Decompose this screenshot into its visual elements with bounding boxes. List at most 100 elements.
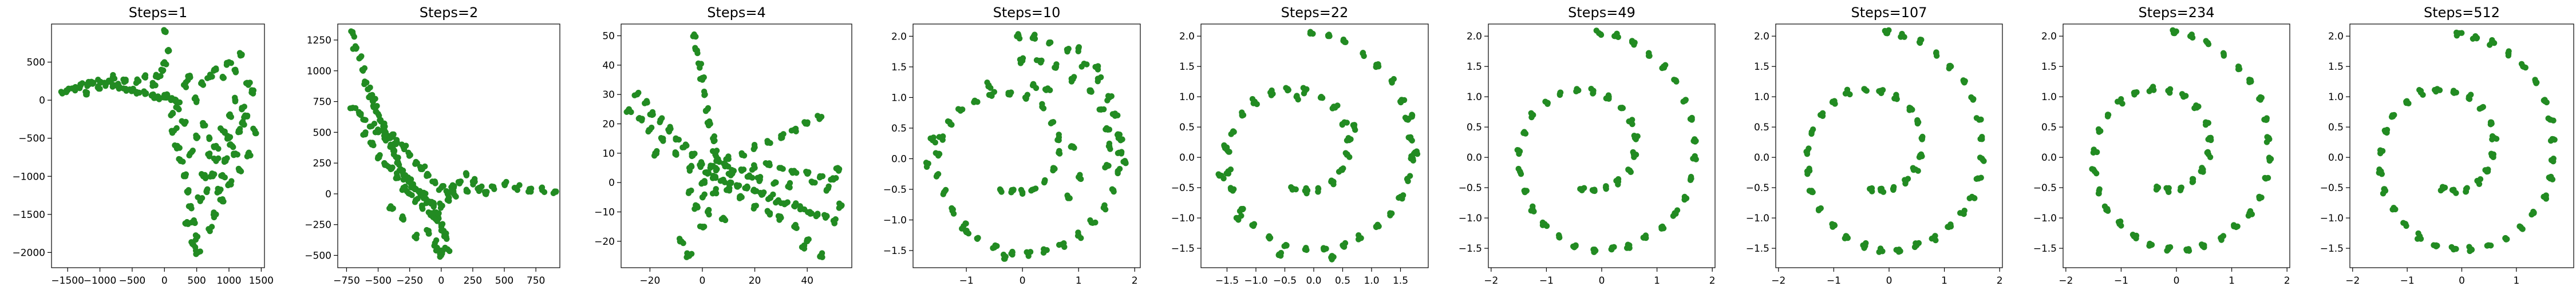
data-point [2388,114,2395,120]
data-point [1973,115,1980,121]
data-point [1577,186,1583,192]
data-point [1056,148,1062,154]
data-point [77,81,84,88]
data-point [349,29,356,35]
data-point [623,109,630,115]
data-point [445,189,452,196]
data-point [718,216,725,223]
data-point [749,166,756,173]
data-point [1315,185,1321,192]
data-point [792,202,799,209]
data-point [817,173,823,180]
data-point [1301,90,1307,97]
data-point [1409,137,1415,144]
data-point [371,121,378,127]
data-point [648,124,655,131]
data-point [204,186,211,193]
x-tick-label: −1 [1539,275,1554,286]
x-tick-label: 1 [1941,275,1947,286]
data-point [2380,190,2387,197]
data-point [1226,149,1232,155]
panel-title: Steps=512 [2424,5,2500,21]
data-point [1641,235,1647,241]
data-point [1933,50,1939,57]
data-point [729,170,736,177]
y-tick-label: 1.5 [891,62,907,73]
data-point [1330,254,1337,260]
data-point [1283,243,1290,249]
data-point [1844,86,1851,93]
data-point [231,150,237,157]
data-point [1032,35,1038,42]
data-point [189,148,196,154]
data-point [381,133,388,139]
data-point [1847,91,1853,98]
data-point [228,114,235,120]
data-point [1543,223,1550,229]
data-point [777,213,784,220]
data-point [677,239,683,245]
data-point [1556,234,1562,240]
scatter-panel: Steps=2 −750 −500 −250 0 250 500 750 −500 −250 0 25… [305,5,560,286]
data-point [2463,188,2470,195]
data-point [702,91,708,98]
data-point [120,85,127,92]
data-point [417,164,424,170]
y-tick-label: −1.5 [2033,243,2057,255]
x-tick-label: 1 [1076,275,1082,286]
data-point [737,193,744,199]
y-tick-label: −0.5 [2320,182,2344,194]
data-point [438,227,445,234]
data-point [95,77,101,83]
x-tick-label: −1 [959,275,974,286]
data-point [1389,80,1395,86]
data-point [1038,57,1045,64]
data-point [1661,65,1668,71]
data-point [477,185,483,192]
data-point [1588,85,1594,92]
data-point [1832,101,1838,107]
data-point [836,166,843,172]
data-point [2543,196,2550,202]
data-point [679,144,686,151]
axes-frame [51,23,265,268]
y-tick-label: −1500 [12,209,45,221]
data-point [1122,159,1129,165]
y-tick-label: −1.0 [883,215,907,227]
y-tick-label: −1000 [12,171,45,182]
data-point [351,34,357,40]
data-point [789,169,796,176]
data-point [2221,50,2227,57]
y-tick-label: 0.0 [891,153,907,165]
data-point [1112,110,1119,117]
data-point [2478,105,2484,112]
data-point [1843,233,1849,239]
data-point [2489,133,2496,140]
data-point [2489,37,2495,43]
data-point [657,117,663,124]
data-point [1634,133,1641,140]
data-point [2093,170,2100,177]
x-tick-label: −1.0 [1244,275,1267,286]
data-point [2150,84,2156,90]
y-tick-label: −1.5 [1171,243,1195,255]
y-tick-label: 0.5 [1467,122,1482,133]
data-point [1102,164,1108,171]
data-point [228,178,235,184]
data-point [401,146,408,153]
data-point [183,80,189,86]
data-point [169,130,176,136]
data-point [72,88,78,94]
data-point [2163,185,2170,191]
data-point [1539,219,1546,226]
data-point [1326,33,1333,39]
data-point [488,183,495,190]
data-point [1671,77,1677,83]
data-point [2392,206,2399,213]
data-point [697,65,703,71]
data-point [692,150,698,157]
data-point [439,251,445,257]
data-point [2516,223,2523,229]
data-point [2550,117,2557,124]
data-point [424,227,430,233]
